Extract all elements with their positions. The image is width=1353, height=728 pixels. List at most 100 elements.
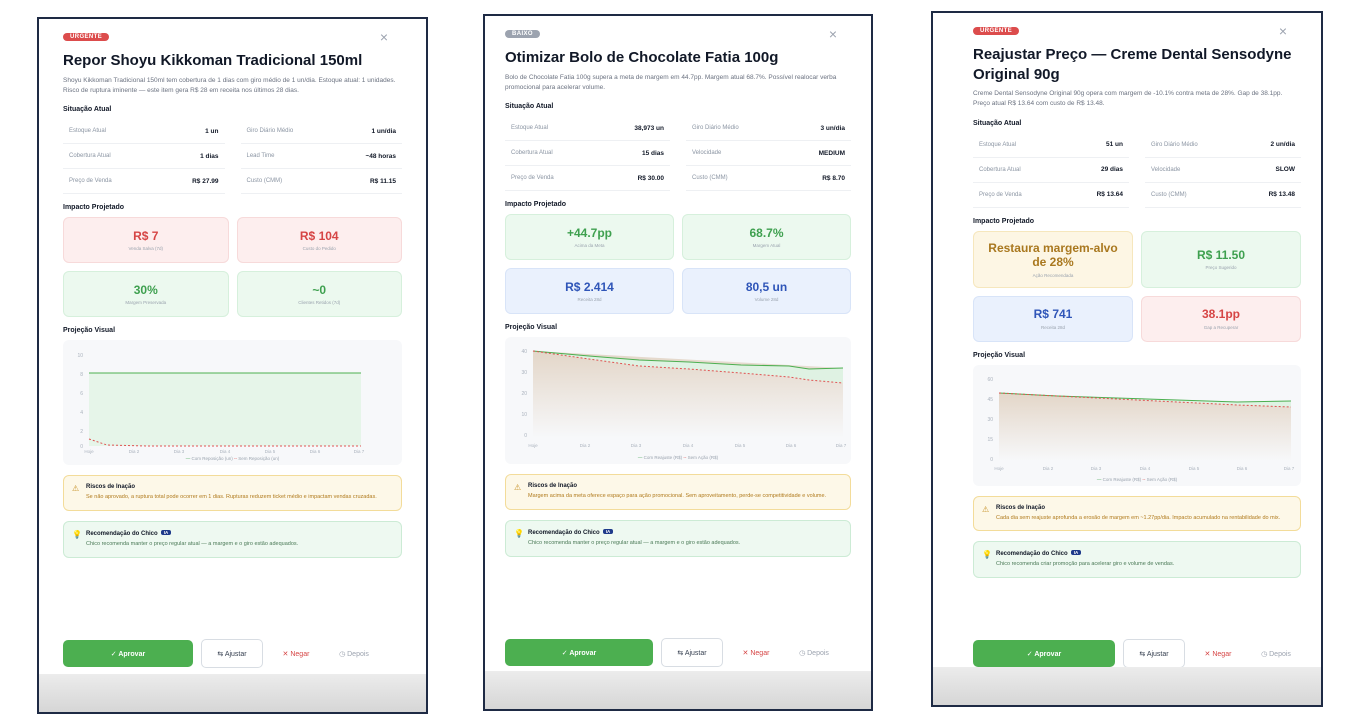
- action-bar: ✓ Aprovar ⇆ Ajustar ✕ Negar ◷ Depois: [63, 639, 402, 668]
- projection-chart-svg: 10 8 6 4 2 0 Hoje Dia 2 Dia 3 Dia 4 Dia …: [77, 353, 364, 454]
- y-tick: 10: [521, 412, 527, 418]
- metric-value: 3 un/dia: [820, 124, 845, 132]
- metric-label: Custo (CMM): [692, 175, 728, 182]
- impact-tile: +44.7pp Acima da Meta: [505, 214, 674, 261]
- y-tick: 45: [987, 397, 993, 403]
- y-tick: 4: [80, 410, 83, 416]
- x-tick: Dia 4: [683, 443, 694, 448]
- metric-value: 15 dias: [641, 149, 664, 157]
- card-title: Repor Shoyu Kikkoman Tradicional 150ml: [63, 52, 363, 69]
- legend-item: Sem Ação (R$): [1146, 476, 1178, 482]
- projection-chart: 40 30 20 10 0 Hoje Dia 2 Dia 3 Dia 4 Dia…: [505, 337, 851, 465]
- card-description: Shoyu Kikkoman Tradicional 150ml tem cob…: [63, 76, 396, 94]
- close-icon[interactable]: ×: [379, 29, 388, 45]
- deny-button[interactable]: ✕ Negar: [282, 650, 310, 658]
- series-area-without: [999, 392, 1291, 461]
- impact-tile: Restaura margem-alvo de 28% Ação Recomend…: [973, 230, 1133, 288]
- deny-button[interactable]: ✕ Negar: [1204, 650, 1232, 658]
- later-button[interactable]: ◷ Depois: [339, 650, 369, 658]
- approve-button[interactable]: ✓ Aprovar: [973, 640, 1115, 667]
- metric-label: Custo (CMM): [1151, 191, 1187, 198]
- tile-label: Custo do Pedido: [302, 246, 336, 252]
- section-title-impacto: Impacto Projetado: [973, 217, 1035, 225]
- metrics-grid: Estoque Atual 38,973 un Giro Diário Médio…: [505, 116, 851, 192]
- tile-label: Acima da Meta: [574, 243, 605, 249]
- tile-value: R$ 7: [133, 229, 159, 244]
- recommendation-title: Recomendação do Chico: [86, 531, 158, 538]
- impact-tile: 38.1pp Gap a Recuperar: [1141, 295, 1301, 342]
- card-description: Bolo de Chocolate Fatia 100g supera a me…: [505, 73, 837, 91]
- tile-value: Restaura margem-alvo de 28%: [988, 240, 1118, 270]
- ai-badge: IA: [602, 529, 614, 535]
- y-tick: 30: [521, 370, 527, 376]
- action-bar: ✓ Aprovar ⇆ Ajustar ✕ Negar ◷ Depois: [973, 639, 1301, 668]
- risk-title: Riscos de Inação: [996, 504, 1046, 511]
- y-tick: 20: [521, 391, 527, 397]
- y-tick: 8: [80, 372, 83, 378]
- recommendation-text: Chico recomenda manter o preço regular a…: [528, 540, 741, 547]
- y-tick: 60: [987, 377, 993, 383]
- metric-value: R$ 11.15: [369, 177, 396, 185]
- y-tick: 0: [524, 433, 527, 439]
- series-line-without: [532, 350, 844, 384]
- tile-value: 38.1pp: [1201, 307, 1240, 322]
- recommendation-box: 💡 Recomendação do Chico IA Chico recomend…: [63, 521, 402, 558]
- priority-badge: BAIXO: [505, 30, 541, 38]
- metric-label: Cobertura Atual: [69, 153, 111, 160]
- tile-value: +44.7pp: [566, 226, 613, 241]
- approve-button[interactable]: ✓ Aprovar: [63, 640, 193, 667]
- series-line-without: [88, 438, 361, 447]
- risk-text: Cada dia sem reajuste aprofunda a erosão…: [996, 514, 1281, 521]
- adjust-button[interactable]: ⇆ Ajustar: [661, 638, 723, 667]
- metric-value: R$ 30.00: [637, 174, 664, 182]
- x-tick: Dia 7: [1284, 466, 1295, 471]
- later-button[interactable]: ◷ Depois: [799, 649, 829, 657]
- projection-chart: 60 45 30 15 0 Hoje Dia 2 Dia 3 Dia 4 Dia…: [973, 364, 1301, 486]
- warning-icon: ⚠: [514, 483, 522, 493]
- projection-chart-svg: 40 30 20 10 0 Hoje Dia 2 Dia 3 Dia 4 Dia…: [521, 349, 846, 448]
- legend-item: Com Reposição (un): [191, 456, 233, 462]
- metric-value: SLOW: [1275, 166, 1296, 174]
- impact-tile: ~0 Clientes Retidos (7d): [236, 271, 402, 318]
- legend-item: Sem Reposição (un): [238, 456, 280, 462]
- recommendation-title: Recomendação do Chico: [528, 530, 600, 537]
- series-line-with: [532, 350, 844, 370]
- close-icon[interactable]: ×: [828, 26, 837, 42]
- impact-tile: R$ 104 Custo do Pedido: [236, 217, 402, 264]
- metric-label: Estoque Atual: [69, 128, 107, 135]
- card-footer-shadow: [485, 671, 871, 709]
- x-tick: Dia 3: [174, 449, 185, 454]
- later-button[interactable]: ◷ Depois: [1261, 650, 1291, 658]
- metric-label: Estoque Atual: [511, 125, 549, 132]
- impact-tile: R$ 11.50 Preço Sugerido: [1141, 230, 1301, 288]
- impact-tiles: Restaura margem-alvo de 28% Ação Recomend…: [973, 230, 1301, 342]
- adjust-button[interactable]: ⇆ Ajustar: [201, 639, 263, 668]
- tile-value: R$ 741: [1033, 307, 1073, 322]
- metric-row: Lead Time ~48 horas: [240, 144, 402, 170]
- risk-title: Riscos de Inação: [86, 484, 136, 491]
- y-tick: 6: [80, 391, 83, 397]
- tile-label: Preço Sugerido: [1205, 265, 1237, 271]
- series-area-with: [89, 373, 361, 447]
- x-tick: Hoje: [84, 449, 94, 454]
- adjust-button[interactable]: ⇆ Ajustar: [1123, 639, 1185, 668]
- x-tick: Dia 3: [631, 443, 642, 448]
- tile-label: Volume 28d: [754, 297, 779, 303]
- close-icon[interactable]: ×: [1278, 23, 1287, 39]
- section-title-situacao: Situação Atual: [973, 119, 1022, 127]
- metric-label: Giro Diário Médio: [1151, 141, 1198, 148]
- x-tick: Dia 5: [265, 449, 276, 454]
- deny-button[interactable]: ✕ Negar: [742, 649, 770, 657]
- lightbulb-icon: 💡: [982, 550, 992, 560]
- metric-label: Giro Diário Médio: [246, 128, 294, 135]
- warning-icon: ⚠: [72, 484, 80, 494]
- x-tick: Dia 4: [220, 449, 231, 454]
- metric-label: Preço de Venda: [979, 191, 1022, 198]
- section-title-projecao: Projeção Visual: [505, 324, 558, 332]
- card-title: Otimizar Bolo de Chocolate Fatia 100g: [505, 49, 779, 66]
- recommendation-box: 💡 Recomendação do Chico IA Chico recomend…: [505, 520, 851, 557]
- priority-badge: URGENTE: [973, 27, 1020, 35]
- approve-button[interactable]: ✓ Aprovar: [505, 639, 653, 666]
- recommendation-text: Chico recomenda criar promoção para acel…: [996, 561, 1175, 568]
- metric-label: Preço de Venda: [511, 175, 554, 182]
